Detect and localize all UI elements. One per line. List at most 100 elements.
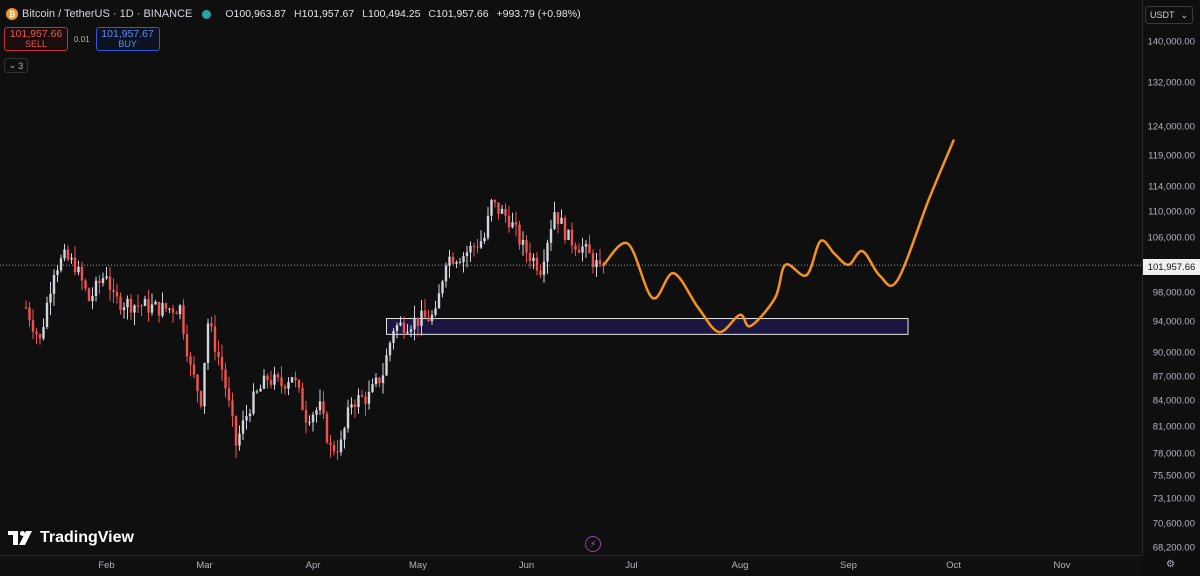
trade-panel: 101,957.66 SELL 0.01 101,957.67 BUY xyxy=(4,27,160,51)
price-chart[interactable] xyxy=(0,0,1142,555)
candle-body xyxy=(45,302,49,327)
indicators-count: 3 xyxy=(18,60,24,71)
candle-body xyxy=(276,374,280,378)
candle-body xyxy=(105,276,108,279)
time-tick-label: Feb xyxy=(98,560,115,571)
indicators-toggle[interactable]: ⌄ 3 xyxy=(4,58,28,73)
candle-body xyxy=(238,433,241,446)
candle-body xyxy=(185,334,189,357)
candle-body xyxy=(472,245,476,247)
candle-body xyxy=(574,245,577,250)
candle-body xyxy=(168,308,171,310)
candle-body xyxy=(364,396,367,404)
buy-button[interactable]: 101,957.67 BUY xyxy=(95,27,160,51)
candle-body xyxy=(514,222,518,225)
chart-area[interactable] xyxy=(0,0,1142,555)
candle-body xyxy=(455,262,458,264)
candle-body xyxy=(490,200,493,216)
price-tick-label: 75,500.00 xyxy=(1152,470,1195,482)
time-tick-label: Aug xyxy=(731,560,749,571)
price-tick-label: 81,000.00 xyxy=(1152,421,1195,433)
candle-body xyxy=(399,322,402,326)
candle-body xyxy=(357,395,360,408)
candle-body xyxy=(465,252,469,257)
candle-body xyxy=(164,303,168,309)
candle-body xyxy=(493,200,497,203)
support-zone-rectangle xyxy=(386,318,909,335)
candle-body xyxy=(161,303,164,316)
candle-body xyxy=(66,249,70,260)
candle-body xyxy=(479,241,483,248)
candle-body xyxy=(595,260,598,268)
time-axis[interactable]: Feb Mar Apr May Jun Jul Aug Sep Oct Nov xyxy=(0,555,1142,576)
candle-body xyxy=(35,331,38,335)
lightning-icon[interactable]: ⚡ xyxy=(585,536,601,552)
candle-body xyxy=(87,288,91,302)
candle-body xyxy=(59,258,63,271)
tradingview-logo[interactable]: TradingView xyxy=(8,529,134,547)
time-tick-label: Mar xyxy=(196,560,213,571)
candle-body xyxy=(308,422,311,424)
candle-body xyxy=(273,374,276,385)
candle-body xyxy=(448,256,451,266)
candle-body xyxy=(546,242,549,262)
ohlc-values: O100,963.87 H101,957.67 L100,494.25 C101… xyxy=(225,8,585,20)
candle-body xyxy=(336,451,339,453)
price-axis[interactable]: 140,000.00 132,000.00 124,000.00 119,000.00… xyxy=(1142,0,1200,555)
tradingview-wordmark: TradingView xyxy=(40,529,134,546)
candle-body xyxy=(224,369,227,389)
currency-selector[interactable]: USDT ⌄ xyxy=(1145,6,1193,24)
price-tick-label: 90,000.00 xyxy=(1152,347,1195,359)
candle-body xyxy=(535,257,539,271)
candle-body xyxy=(154,301,157,305)
candle-body xyxy=(350,404,353,408)
candle-body xyxy=(322,401,325,414)
candle-body xyxy=(112,289,115,292)
price-tick-label: 106,000.00 xyxy=(1147,232,1195,244)
high-label: H xyxy=(294,8,302,20)
candle-body xyxy=(539,270,542,275)
symbol-title[interactable]: Bitcoin / TetherUS · 1D · BINANCE xyxy=(22,8,193,20)
candle-body xyxy=(252,391,255,414)
candle-body xyxy=(542,261,546,275)
candle-body xyxy=(588,244,591,254)
candle-body xyxy=(500,208,504,214)
candle-body xyxy=(143,299,147,306)
candle-body xyxy=(248,413,252,417)
price-tick-label: 70,600.00 xyxy=(1152,518,1195,530)
candle-body xyxy=(217,351,220,357)
candle-body xyxy=(56,270,59,275)
candle-body xyxy=(203,362,206,407)
candle-body xyxy=(458,262,462,264)
candle-body xyxy=(175,312,178,315)
candle-body xyxy=(332,445,336,452)
candle-body xyxy=(325,413,329,443)
price-tick-label: 124,000.00 xyxy=(1147,121,1195,133)
price-tick-label: 73,100.00 xyxy=(1152,493,1195,505)
candle-body xyxy=(196,374,199,392)
candle-body xyxy=(451,256,455,264)
candle-body xyxy=(598,260,602,265)
candle-body xyxy=(70,257,73,260)
candle-body xyxy=(444,265,448,282)
candle-body xyxy=(378,377,381,384)
sell-button[interactable]: 101,957.66 SELL xyxy=(4,27,68,51)
candle-body xyxy=(486,215,490,238)
candle-body xyxy=(231,400,234,417)
candle-body xyxy=(38,334,42,339)
candle-body xyxy=(178,305,182,315)
candle-body xyxy=(210,323,213,327)
candle-body xyxy=(283,386,287,389)
candle-body xyxy=(245,416,248,421)
candle-body xyxy=(77,266,80,273)
candle-body xyxy=(241,420,245,434)
candle-body xyxy=(213,326,217,352)
change-value: +993.79 (+0.98%) xyxy=(496,8,581,20)
candle-body xyxy=(80,266,84,281)
candle-body xyxy=(171,308,175,313)
candle-body xyxy=(318,401,322,411)
candle-body xyxy=(483,237,486,242)
settings-icon[interactable]: ⚙ xyxy=(1166,559,1175,570)
candle-body xyxy=(136,305,140,307)
candle-body xyxy=(591,253,595,268)
